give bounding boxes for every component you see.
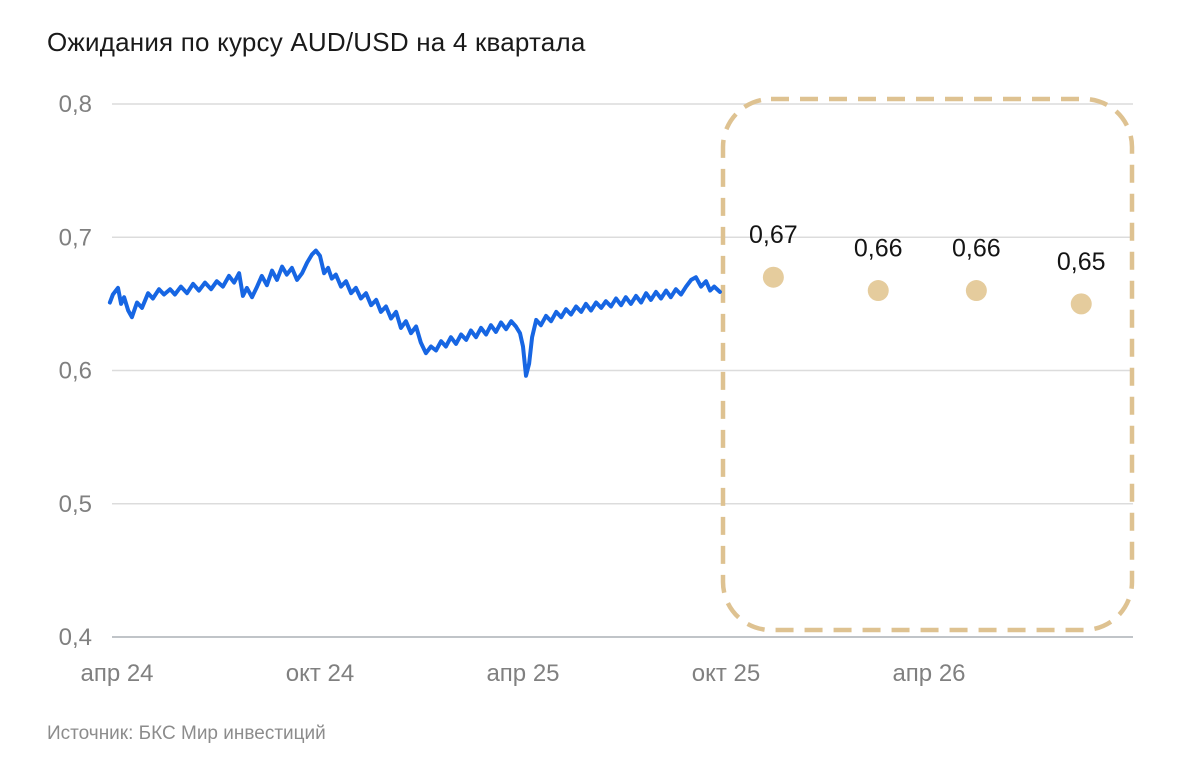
forecast-value-label: 0,67 <box>749 221 798 249</box>
chart-title: Ожидания по курсу AUD/USD на 4 квартала <box>47 27 586 57</box>
forecast-dot <box>762 266 784 288</box>
x-axis-tick-label: апр 26 <box>892 660 965 687</box>
x-axis-tick-label: апр 24 <box>80 660 153 687</box>
y-axis-tick-label: 0,4 <box>59 624 92 651</box>
x-axis-tick-label: окт 25 <box>692 660 760 687</box>
forecast-dot <box>965 280 987 302</box>
forecast-region-outline <box>720 96 1135 633</box>
y-axis-tick-label: 0,5 <box>59 491 92 518</box>
history-line <box>107 248 722 378</box>
x-axis-tick-label: окт 24 <box>286 660 354 687</box>
y-axis-tick-label: 0,7 <box>59 224 92 251</box>
y-axis-tick-label: 0,6 <box>59 358 92 385</box>
forecast-dot <box>1070 293 1092 315</box>
forecast-value-label: 0,66 <box>952 235 1001 263</box>
y-axis-tick-label: 0,8 <box>59 91 92 118</box>
x-axis-tick-label: апр 25 <box>486 660 559 687</box>
forecast-value-label: 0,66 <box>854 235 903 263</box>
chart-source: Источник: БКС Мир инвестиций <box>47 723 326 744</box>
forecast-value-label: 0,65 <box>1057 248 1106 276</box>
forecast-dot <box>867 280 889 302</box>
